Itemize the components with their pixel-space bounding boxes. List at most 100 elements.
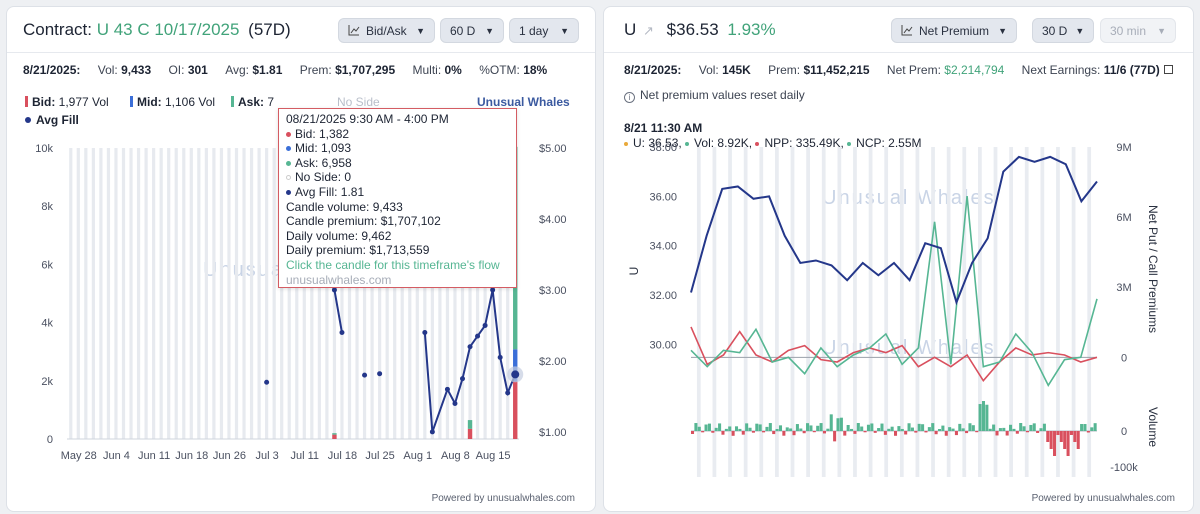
- avg-fill-line: [423, 289, 517, 433]
- day-column-band: [423, 148, 427, 439]
- volume-bar: [877, 428, 881, 431]
- powered-by[interactable]: Powered by unusualwhales.com: [431, 493, 575, 504]
- day-column-band: [400, 148, 404, 439]
- ticker-premium: $11,452,215: [803, 63, 870, 77]
- day-column-band: [310, 148, 314, 439]
- session-band: [946, 147, 951, 477]
- tooltip-candle-premium: Candle premium: $1,707,102: [286, 214, 441, 229]
- day-column-band: [445, 148, 450, 439]
- stat-volume: 9,433: [121, 63, 152, 77]
- legend-no-side[interactable]: No Side: [337, 95, 380, 109]
- volume-bar: [1036, 431, 1040, 433]
- stat-avg: $1.81: [252, 63, 283, 77]
- avg-fill-point: [505, 390, 511, 396]
- avg-fill-legend-label: Avg Fill: [36, 113, 79, 127]
- tooltip-header: 08/21/2025 9:30 AM - 4:00 PM: [286, 112, 449, 126]
- npp-dot: [755, 142, 760, 146]
- stat-oi: 301: [187, 63, 208, 77]
- x-tick-label: Jun 18: [175, 450, 208, 462]
- y-right-tick-label: 6M: [1116, 212, 1131, 224]
- volume-bar: [1032, 423, 1036, 431]
- contract-flow-chart[interactable]: 0 2k 4k 6k 8k 10k $1.00 $2.00 $3.00 $4.00 $5.00 May…: [7, 7, 596, 477]
- volume-bar: [843, 431, 847, 436]
- day-column-band: [129, 148, 133, 439]
- session-band: [1009, 147, 1013, 477]
- chart-mode-select[interactable]: Net Premium ▼: [891, 18, 1017, 43]
- volume-bar: [724, 428, 728, 431]
- net-premium-chart[interactable]: 30.00 32.00 34.00 36.00 38.00 0 3M 6M 9M U Net Put…: [604, 7, 1194, 487]
- day-column-band: [212, 148, 216, 439]
- day-column-band: [91, 148, 95, 439]
- chevron-down-icon: ▼: [1075, 25, 1085, 36]
- day-column-band: [99, 148, 103, 439]
- session-band: [775, 147, 779, 477]
- stat-otm: 18%: [523, 63, 548, 77]
- contract-symbol[interactable]: U 43 C 10/17/2025: [96, 20, 240, 39]
- day-column-band: [152, 148, 156, 439]
- volume-tick-label: -100k: [1110, 462, 1138, 474]
- day-column-band: [114, 148, 118, 439]
- volume-bar: [731, 431, 735, 436]
- tooltip-flow-link[interactable]: Click the candle for this timeframe's fl…: [286, 257, 500, 272]
- legend-mid[interactable]: Mid: 1,106 Vol: [130, 95, 215, 109]
- day-column-band: [393, 148, 397, 439]
- prem-label: Prem:: [299, 63, 332, 77]
- avg-fill-point: [497, 354, 503, 360]
- avg-fill-line: [333, 289, 343, 333]
- volume-bar: [1080, 424, 1084, 431]
- legend-ask[interactable]: Ask: 7: [231, 95, 274, 109]
- y-right-tick-label: 9M: [1116, 142, 1131, 154]
- volume-bar: [704, 424, 708, 431]
- y-left-tick-label: 6k: [41, 259, 53, 271]
- day-column-band: [204, 148, 208, 439]
- y-left-tick-label: 2k: [41, 376, 53, 388]
- range-select[interactable]: 60 D ▼: [440, 18, 504, 43]
- day-column-band: [430, 148, 434, 439]
- volume-bar-bid: [332, 434, 337, 439]
- watermark-lower: Unusual Whales: [822, 337, 996, 359]
- line-chart-icon: [901, 25, 913, 36]
- external-link-icon[interactable]: [1163, 65, 1173, 74]
- avg-fill-point: [511, 370, 520, 379]
- legend-avg-fill[interactable]: Avg Fill: [25, 113, 79, 127]
- y-right-tick-label: 0: [1121, 352, 1127, 364]
- session-band: [915, 147, 920, 477]
- timeframe-select: 30 min ▼: [1100, 18, 1176, 43]
- ticker-symbol[interactable]: U: [624, 20, 637, 39]
- next-earnings[interactable]: 11/6 (77D): [1103, 63, 1160, 77]
- session-band: [1024, 147, 1029, 477]
- powered-by[interactable]: Powered by unusualwhales.com: [1031, 493, 1175, 504]
- mode-select[interactable]: Bid/Ask ▼: [338, 18, 435, 43]
- chart-mode-value: Net Premium: [919, 23, 990, 38]
- volume-bar: [992, 424, 996, 431]
- legend-bid[interactable]: Bid: 1,977 Vol: [25, 95, 109, 109]
- price-line: [690, 155, 1098, 306]
- day-column-band: [317, 148, 321, 439]
- day-column-band: [227, 148, 231, 439]
- volume-bar-mid: [513, 349, 518, 382]
- y-right-tick-label: $2.00: [539, 356, 567, 368]
- bid-swatch: [25, 96, 28, 107]
- volume-bar: [741, 431, 745, 435]
- days-to-expiry: (57D): [248, 20, 291, 39]
- volume-bar: [880, 423, 884, 431]
- ticker-stats-date: 8/21/2025:: [624, 63, 682, 77]
- avg-fill-point: [339, 330, 345, 336]
- hover-values: U: 36.53, Vol: 8.92K, NPP: 335.49K, NCP:…: [624, 136, 922, 150]
- days-select[interactable]: 30 D ▼: [1032, 18, 1094, 43]
- day-column-band: [242, 148, 246, 439]
- volume-bar: [829, 414, 833, 431]
- y-left-tick-label: 4k: [41, 318, 53, 330]
- y-left-tick-label: 38.00: [649, 142, 677, 154]
- avg-fill-point: [429, 429, 435, 435]
- volume-bar: [1029, 424, 1033, 431]
- volume-bar: [917, 423, 921, 431]
- interval-select[interactable]: 1 day ▼: [509, 18, 579, 43]
- day-column-band: [69, 148, 73, 439]
- volume-bar: [894, 431, 898, 436]
- volume-bar: [1002, 427, 1006, 431]
- avg-label: Avg:: [225, 63, 249, 77]
- volume-bar: [718, 423, 722, 431]
- y-right-tick-label: $3.00: [539, 285, 567, 297]
- y-left-tick-label: 34.00: [649, 241, 677, 253]
